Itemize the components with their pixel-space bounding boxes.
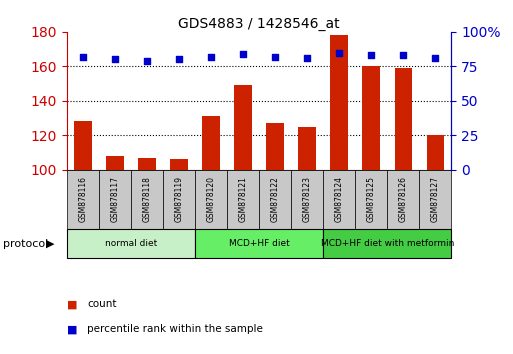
Text: GSM878122: GSM878122 — [270, 176, 280, 222]
Text: GSM878124: GSM878124 — [334, 176, 344, 222]
Bar — [266, 123, 284, 170]
Bar — [195, 170, 227, 229]
Point — [399, 52, 407, 58]
Title: GDS4883 / 1428546_at: GDS4883 / 1428546_at — [178, 17, 340, 31]
Bar — [427, 135, 444, 170]
Bar — [323, 229, 451, 258]
Bar — [387, 170, 420, 229]
Text: ■: ■ — [67, 299, 77, 309]
Bar — [163, 170, 195, 229]
Point — [335, 50, 343, 55]
Text: GSM878119: GSM878119 — [174, 176, 184, 222]
Bar — [355, 170, 387, 229]
Bar — [323, 170, 355, 229]
Bar — [227, 170, 259, 229]
Point — [431, 55, 440, 61]
Point — [175, 57, 183, 62]
Point — [111, 57, 119, 62]
Point — [303, 55, 311, 61]
Bar — [98, 170, 131, 229]
Text: GSM878117: GSM878117 — [110, 176, 120, 222]
Text: GSM878127: GSM878127 — [431, 176, 440, 222]
Bar — [259, 170, 291, 229]
Text: GSM878120: GSM878120 — [206, 176, 215, 222]
Bar — [394, 68, 412, 170]
Text: protocol: protocol — [3, 239, 48, 249]
Text: ▶: ▶ — [46, 239, 55, 249]
Text: GSM878123: GSM878123 — [303, 176, 312, 222]
Bar — [67, 170, 98, 229]
Bar — [170, 159, 188, 170]
Point — [207, 54, 215, 59]
Point — [271, 54, 279, 59]
Bar — [67, 229, 195, 258]
Text: GSM878121: GSM878121 — [239, 176, 248, 222]
Text: MCD+HF diet: MCD+HF diet — [229, 239, 289, 248]
Bar — [420, 170, 451, 229]
Text: GSM878118: GSM878118 — [142, 176, 151, 222]
Text: percentile rank within the sample: percentile rank within the sample — [87, 324, 263, 334]
Text: count: count — [87, 299, 117, 309]
Text: normal diet: normal diet — [105, 239, 157, 248]
Bar — [291, 170, 323, 229]
Bar — [234, 85, 252, 170]
Bar — [330, 35, 348, 170]
Text: GSM878116: GSM878116 — [78, 176, 87, 222]
Point — [239, 51, 247, 57]
Text: ■: ■ — [67, 324, 77, 334]
Bar — [202, 116, 220, 170]
Text: GSM878125: GSM878125 — [367, 176, 376, 222]
Bar — [138, 158, 155, 170]
Bar — [131, 170, 163, 229]
Bar — [299, 127, 316, 170]
Bar — [195, 229, 323, 258]
Point — [367, 52, 376, 58]
Bar — [74, 121, 91, 170]
Text: GSM878126: GSM878126 — [399, 176, 408, 222]
Text: MCD+HF diet with metformin: MCD+HF diet with metformin — [321, 239, 454, 248]
Point — [78, 54, 87, 59]
Bar — [106, 156, 124, 170]
Point — [143, 58, 151, 64]
Bar — [363, 66, 380, 170]
